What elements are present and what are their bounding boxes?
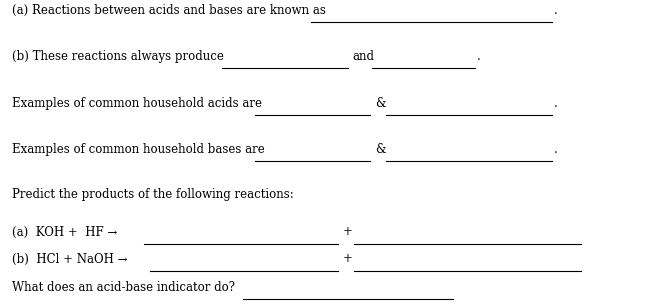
Text: Predict the products of the following reactions:: Predict the products of the following re… (12, 188, 294, 201)
Text: (b)  HCl + NaOH →: (b) HCl + NaOH → (12, 252, 127, 265)
Text: Examples of common household acids are: Examples of common household acids are (12, 96, 262, 110)
Text: .: . (554, 96, 558, 110)
Text: &: & (375, 96, 386, 110)
Text: +: + (342, 252, 353, 265)
Text: .: . (477, 50, 481, 63)
Text: What does an acid-base indicator do?: What does an acid-base indicator do? (12, 281, 234, 294)
Text: +: + (342, 226, 353, 238)
Text: Examples of common household bases are: Examples of common household bases are (12, 143, 264, 156)
Text: .: . (554, 143, 558, 156)
Text: &: & (375, 143, 386, 156)
Text: .: . (554, 4, 558, 17)
Text: (a) Reactions between acids and bases are known as: (a) Reactions between acids and bases ar… (12, 4, 326, 17)
Text: (a)  KOH +  HF →: (a) KOH + HF → (12, 226, 117, 238)
Text: and: and (352, 50, 374, 63)
Text: (b) These reactions always produce: (b) These reactions always produce (12, 50, 223, 63)
